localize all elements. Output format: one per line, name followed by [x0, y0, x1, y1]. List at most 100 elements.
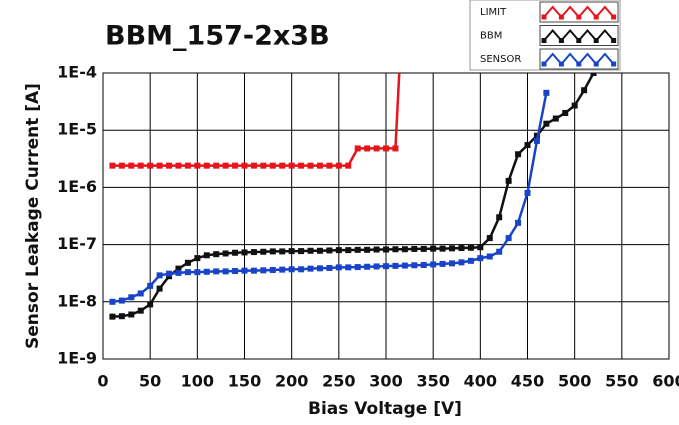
data-point [288, 248, 295, 255]
data-point [118, 162, 125, 169]
data-point [213, 268, 220, 275]
data-point [449, 245, 456, 252]
data-point [467, 244, 474, 251]
data-point [420, 261, 427, 268]
data-point [552, 115, 559, 122]
data-point [420, 245, 427, 252]
data-point [307, 265, 314, 272]
data-point [156, 272, 163, 279]
data-point [326, 162, 333, 169]
data-point [316, 162, 323, 169]
data-point [326, 264, 333, 271]
legend-marker [576, 38, 582, 43]
data-point [184, 269, 191, 276]
x-tick-label: 100 [181, 372, 214, 391]
data-point [213, 251, 220, 258]
data-point [458, 259, 465, 266]
data-point [298, 162, 305, 169]
x-tick-label: 0 [97, 372, 108, 391]
data-point [364, 246, 371, 253]
data-point [345, 162, 352, 169]
legend-marker [576, 61, 582, 67]
data-point [430, 245, 437, 252]
data-point [203, 162, 210, 169]
data-point [118, 297, 125, 304]
data-point [241, 249, 248, 256]
data-point [430, 261, 437, 268]
x-tick-label: 200 [275, 372, 308, 391]
data-point [156, 285, 163, 292]
data-point [118, 313, 125, 320]
legend-marker [611, 38, 617, 43]
y-axis-label: Sensor Leakage Current [A] [23, 83, 43, 349]
data-point [524, 142, 531, 149]
data-point [316, 265, 323, 272]
x-tick-label: 400 [464, 372, 497, 391]
data-point [279, 162, 286, 169]
y-tick-label: 1E-8 [57, 291, 97, 310]
data-point [562, 109, 569, 116]
legend-marker [541, 38, 547, 43]
data-point [175, 269, 182, 276]
data-point [392, 246, 399, 253]
data-point [458, 245, 465, 252]
data-point [411, 262, 418, 269]
y-tick-label: 1E-5 [57, 120, 97, 139]
data-point [298, 266, 305, 273]
data-point [335, 264, 342, 271]
data-point [232, 162, 239, 169]
x-tick-label: 50 [139, 372, 161, 391]
data-point [137, 307, 144, 314]
data-point [477, 255, 484, 262]
data-point [250, 267, 257, 274]
x-tick-label: 600 [652, 372, 679, 391]
x-tick-label: 500 [558, 372, 591, 391]
legend-marker [541, 14, 547, 20]
data-point [260, 248, 267, 255]
series-layer [109, 73, 597, 320]
legend-marker [558, 38, 564, 43]
legend-marker [541, 61, 547, 67]
data-point [524, 189, 531, 196]
data-point [486, 253, 493, 260]
data-point [496, 248, 503, 255]
y-tick-label: 1E-6 [57, 177, 97, 196]
data-point [147, 301, 154, 308]
data-point [590, 73, 597, 76]
data-point [449, 260, 456, 267]
data-point [373, 246, 380, 253]
data-point [260, 162, 267, 169]
data-point [496, 214, 503, 221]
x-tick-label: 250 [322, 372, 355, 391]
data-point [175, 162, 182, 169]
data-point [279, 266, 286, 273]
legend-marker [558, 61, 564, 67]
legend-marker [611, 61, 617, 67]
data-point [232, 249, 239, 256]
data-point [222, 268, 229, 275]
data-point [147, 282, 154, 289]
data-point [166, 162, 173, 169]
data-point [486, 235, 493, 242]
data-point [581, 87, 588, 94]
data-point [354, 246, 361, 253]
data-point [137, 290, 144, 297]
series-line [112, 73, 595, 318]
legend-label: BBM [480, 31, 502, 42]
data-point [298, 248, 305, 255]
data-point [345, 247, 352, 254]
data-point [288, 162, 295, 169]
data-point [128, 162, 135, 169]
data-point [345, 264, 352, 271]
data-point [213, 162, 220, 169]
data-point [250, 162, 257, 169]
x-tick-label: 150 [228, 372, 261, 391]
legend-marker [593, 14, 599, 20]
y-tick-label: 1E-4 [57, 63, 97, 82]
data-point [326, 247, 333, 254]
data-point [307, 247, 314, 254]
y-tick-label: 1E-9 [57, 349, 97, 368]
x-tick-label: 450 [511, 372, 544, 391]
